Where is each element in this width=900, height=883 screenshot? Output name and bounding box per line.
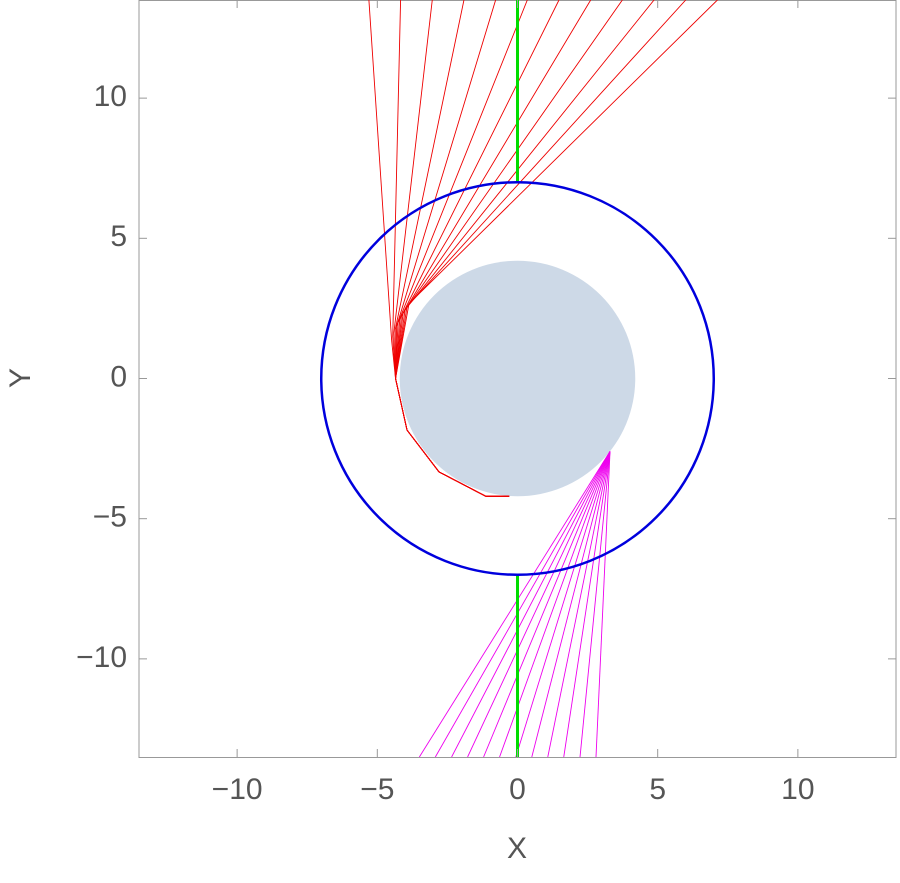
y-axis-label: Y bbox=[4, 368, 37, 388]
disk bbox=[399, 260, 636, 497]
ray bbox=[595, 451, 611, 757]
y-tick-label: 10 bbox=[94, 80, 127, 113]
ray bbox=[467, 451, 611, 757]
y-tick-label: −5 bbox=[93, 501, 127, 534]
ray bbox=[547, 451, 611, 757]
x-tick-label: −10 bbox=[212, 773, 263, 806]
x-axis-label: X bbox=[507, 832, 527, 865]
x-tick-label: 10 bbox=[781, 773, 814, 806]
ray bbox=[563, 451, 611, 757]
x-tick-label: −5 bbox=[360, 773, 394, 806]
ray bbox=[418, 451, 611, 757]
ray bbox=[451, 451, 611, 757]
ray bbox=[483, 451, 611, 757]
ray bbox=[434, 451, 611, 757]
plot-area bbox=[319, 0, 718, 757]
ray bbox=[515, 451, 611, 757]
x-tick-label: 0 bbox=[509, 773, 526, 806]
circle bbox=[319, 180, 716, 577]
y-tick-label: −10 bbox=[76, 641, 127, 674]
ray bbox=[531, 451, 611, 757]
x-tick-label: 5 bbox=[649, 773, 666, 806]
y-tick-label: 5 bbox=[110, 220, 127, 253]
ray bbox=[579, 451, 611, 757]
ray bbox=[395, 0, 718, 497]
y-tick-label: 0 bbox=[110, 360, 127, 393]
